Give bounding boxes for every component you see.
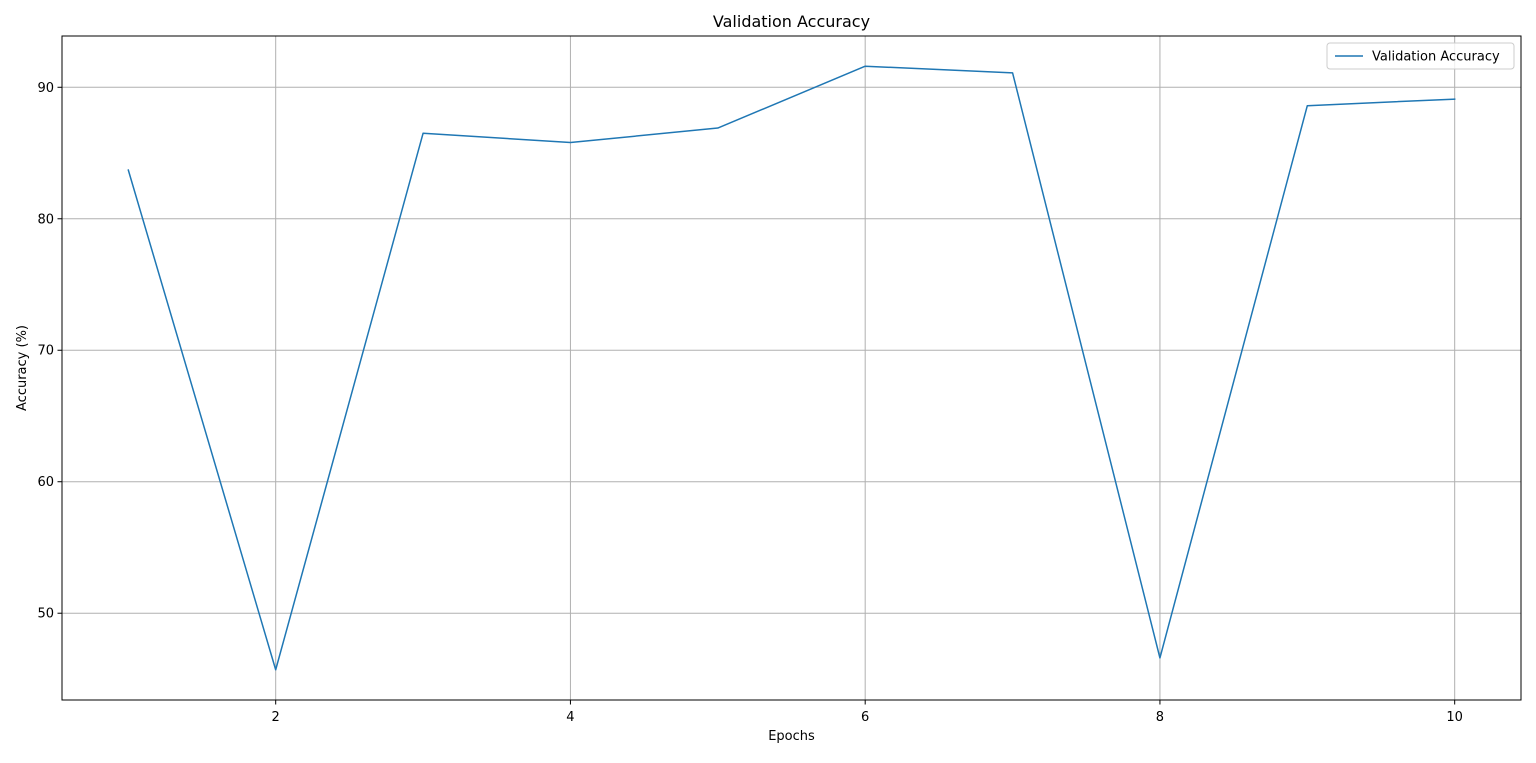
x-tick-label: 8 bbox=[1156, 710, 1164, 725]
legend-label: Validation Accuracy bbox=[1372, 50, 1500, 65]
legend: Validation Accuracy bbox=[1327, 43, 1514, 69]
y-axis-label: Accuracy (%) bbox=[15, 325, 30, 411]
y-tick-label: 50 bbox=[37, 607, 54, 622]
y-tick-label: 90 bbox=[37, 81, 54, 96]
y-tick-label: 60 bbox=[37, 475, 54, 490]
x-axis-label: Epochs bbox=[768, 729, 815, 744]
x-tick-label: 6 bbox=[861, 710, 869, 725]
x-tick-label: 10 bbox=[1446, 710, 1463, 725]
x-tick-label: 4 bbox=[566, 710, 574, 725]
y-tick-label: 80 bbox=[37, 212, 54, 227]
x-tick-label: 2 bbox=[272, 710, 280, 725]
y-tick-label: 70 bbox=[37, 344, 54, 359]
chart-title: Validation Accuracy bbox=[713, 12, 870, 31]
